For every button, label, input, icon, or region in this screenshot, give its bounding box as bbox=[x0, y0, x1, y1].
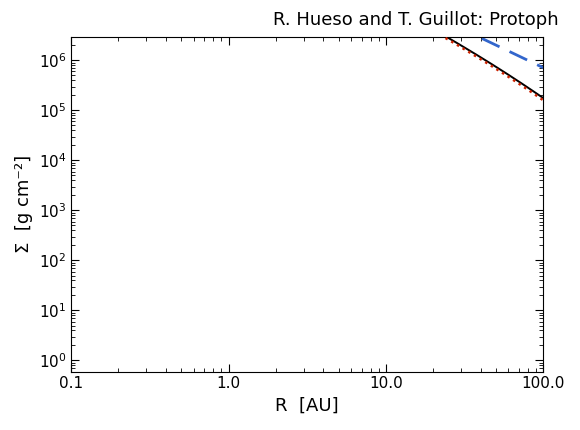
X-axis label: R  [AU]: R [AU] bbox=[276, 397, 339, 415]
Y-axis label: Σ  [g cm⁻²]: Σ [g cm⁻²] bbox=[15, 155, 33, 253]
Text: R. Hueso and T. Guillot: Protoph: R. Hueso and T. Guillot: Protoph bbox=[273, 11, 558, 29]
